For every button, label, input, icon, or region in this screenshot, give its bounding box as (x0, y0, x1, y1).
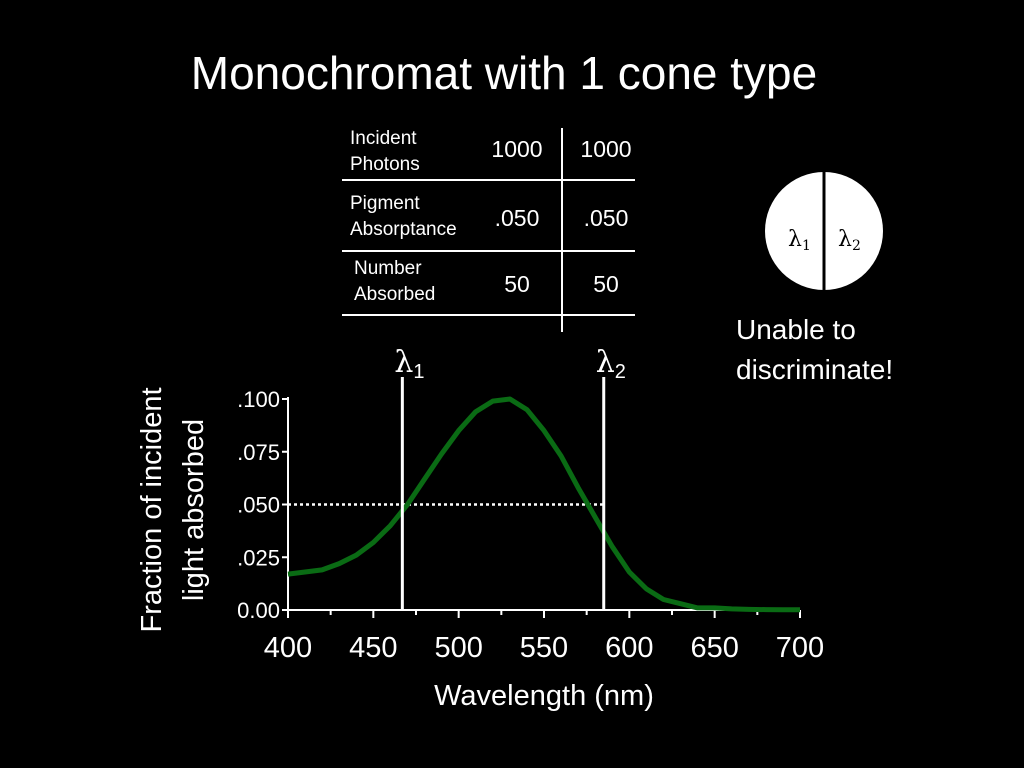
page-title: Monochromat with 1 cone type (190, 47, 818, 99)
table-row-divider (342, 314, 635, 316)
y-tick-label: .025 (237, 545, 280, 570)
y-tick-label: .100 (237, 387, 280, 412)
table-row-divider (342, 179, 635, 181)
unable-to-discriminate-text: Unable to discriminate! (736, 314, 894, 385)
x-tick-label: 700 (776, 632, 824, 664)
wavelength-marker-label: λ2 (596, 345, 626, 383)
y-tick-label: 0.00 (237, 598, 280, 623)
table-cell: .050 (583, 205, 629, 231)
y-tick-label: .050 (237, 493, 280, 518)
absorption-curve (287, 396, 800, 613)
table-cell: 50 (504, 271, 530, 297)
x-tick-label: 450 (349, 632, 397, 664)
y-tick-label: .075 (237, 440, 280, 465)
table-cell: .050 (494, 205, 540, 231)
table-row-label: Pigment Absorptance (350, 193, 457, 240)
table-cell: 1000 (491, 136, 543, 162)
table-cell: 1000 (580, 136, 632, 162)
table-row-label: Incident Photons (350, 128, 420, 175)
x-axis-label: Wavelength (nm) (434, 680, 654, 712)
x-tick-label: 600 (605, 632, 653, 664)
x-tick-label: 550 (520, 632, 568, 664)
y-axis-label: Fraction of incident (136, 387, 168, 632)
table-vertical-divider (561, 128, 563, 332)
x-tick-label: 500 (434, 632, 482, 664)
wavelength-marker-label: λ1 (394, 345, 424, 383)
x-tick-label: 400 (264, 632, 312, 664)
x-tick-label: 650 (690, 632, 738, 664)
table-cell: 50 (593, 271, 619, 297)
y-axis-label: light absorbed (178, 419, 210, 601)
table-row-divider (342, 250, 635, 252)
table-row-label: Number Absorbed (354, 258, 436, 305)
